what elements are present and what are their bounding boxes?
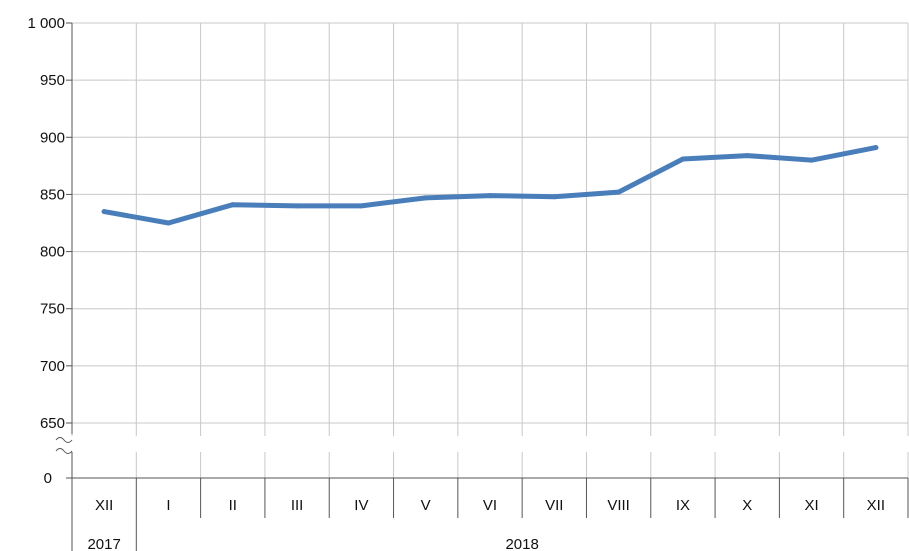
- series-line: [101, 145, 879, 226]
- x-tick-label: XII: [95, 497, 113, 514]
- data-point: [616, 189, 622, 195]
- x-tick-label: VI: [483, 497, 497, 514]
- axis-break-mark: [55, 448, 73, 454]
- y-tick-label: 800: [40, 244, 65, 261]
- data-point: [680, 156, 686, 162]
- data-point: [358, 203, 364, 209]
- x-tick-label: XI: [804, 497, 818, 514]
- data-point: [873, 145, 879, 151]
- x-tick-label: V: [421, 497, 431, 514]
- data-point: [744, 153, 750, 159]
- y-tick-label: 700: [40, 358, 65, 375]
- data-point: [294, 203, 300, 209]
- x-tick-label: III: [291, 497, 304, 514]
- y-tick-label-zero: 0: [44, 470, 52, 487]
- axes: [55, 22, 909, 551]
- data-point: [423, 195, 429, 201]
- y-tick-label: 1 000: [27, 15, 65, 32]
- data-point: [230, 202, 236, 208]
- y-tick-label: 650: [40, 415, 65, 432]
- x-tick-label: X: [742, 497, 752, 514]
- x-tick-label: VIII: [607, 497, 630, 514]
- y-tick-label: 950: [40, 72, 65, 89]
- data-point: [551, 194, 557, 200]
- x-tick-label: VII: [545, 497, 563, 514]
- data-point: [101, 209, 107, 215]
- x-tick-label: IV: [354, 497, 368, 514]
- year-group-label: 2017: [87, 536, 120, 551]
- x-tick-label: IX: [676, 497, 690, 514]
- data-point: [165, 220, 171, 226]
- data-point: [809, 157, 815, 163]
- x-tick-label: II: [229, 497, 237, 514]
- gridlines: [71, 22, 909, 478]
- x-tick-label: I: [166, 497, 170, 514]
- axis-break-mark: [55, 437, 73, 443]
- y-tick-label: 900: [40, 129, 65, 146]
- data-point: [487, 193, 493, 199]
- y-tick-label: 850: [40, 186, 65, 203]
- y-tick-label: 750: [40, 301, 65, 318]
- year-group-label: 2018: [505, 536, 538, 551]
- series-layer: [101, 145, 879, 226]
- x-tick-label: XII: [867, 497, 885, 514]
